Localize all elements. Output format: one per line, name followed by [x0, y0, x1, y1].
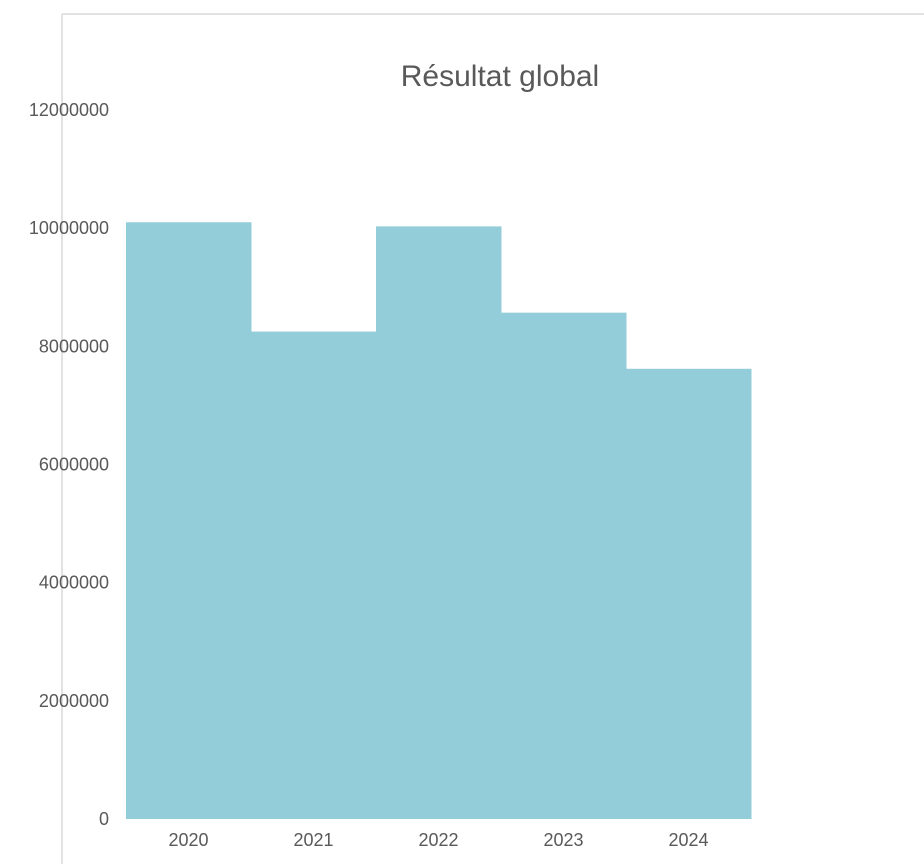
y-tick-label: 10000000 — [29, 218, 109, 238]
x-tick-label: 2023 — [543, 830, 583, 850]
y-tick-label: 0 — [99, 809, 109, 829]
y-tick-label: 6000000 — [39, 455, 109, 475]
y-tick-label: 8000000 — [39, 336, 109, 356]
x-tick-labels: 2020 2021 2022 2023 2024 — [168, 830, 708, 850]
x-tick-label: 2024 — [668, 830, 708, 850]
y-tick-label: 4000000 — [39, 573, 109, 593]
x-tick-label: 2020 — [168, 830, 208, 850]
bar-2020 — [126, 222, 252, 820]
chart-title: Résultat global — [401, 60, 599, 93]
x-tick-label: 2022 — [418, 830, 458, 850]
bar-2022 — [376, 226, 502, 819]
y-tick-labels: 0 2000000 4000000 6000000 8000000 10000000 120… — [29, 100, 109, 829]
bar-2024 — [626, 368, 752, 819]
x-tick-label: 2021 — [293, 830, 333, 850]
bar-2021 — [251, 331, 377, 819]
bars-group — [126, 222, 752, 820]
bar-2023 — [501, 312, 627, 819]
y-tick-label: 2000000 — [39, 691, 109, 711]
y-tick-label: 12000000 — [29, 100, 109, 120]
